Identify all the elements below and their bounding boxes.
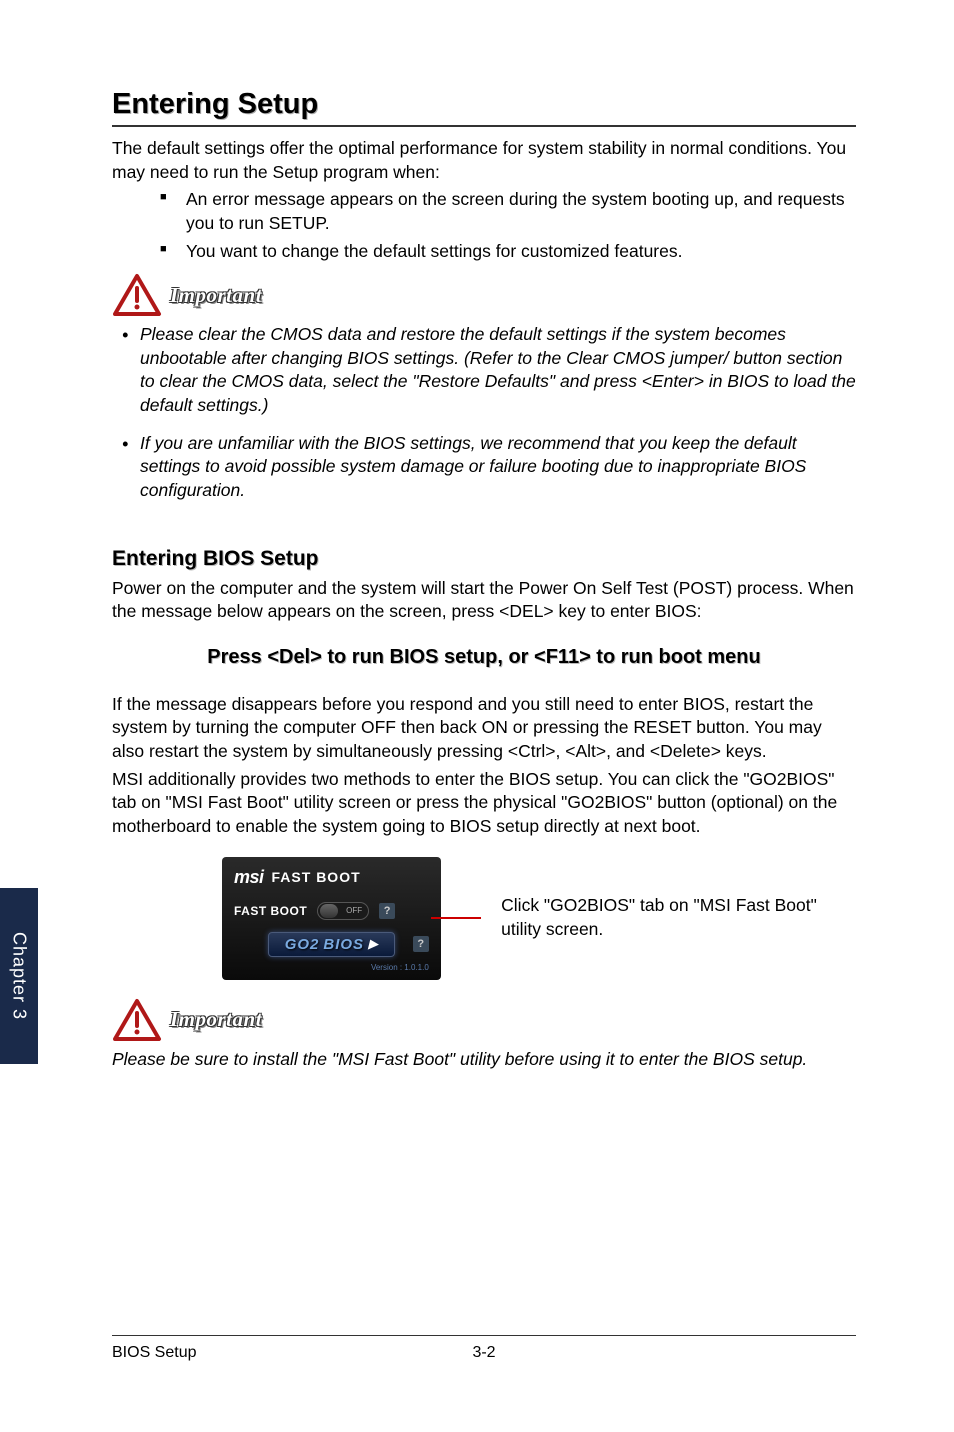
list-item: Please clear the CMOS data and restore t… — [122, 323, 856, 418]
chapter-tab: Chapter 3 — [0, 888, 38, 1064]
sub-heading: Entering BIOS Setup — [112, 547, 856, 571]
center-instruction: Press <Del> to run BIOS setup, or <F11> … — [112, 646, 856, 669]
list-item: An error message appears on the screen d… — [160, 188, 856, 235]
callout-text: Click "GO2BIOS" tab on "MSI Fast Boot" u… — [501, 894, 856, 941]
body-paragraph: MSI additionally provides two methods to… — [112, 768, 856, 839]
warning-icon — [112, 273, 162, 317]
page-number: 3-2 — [472, 1344, 495, 1362]
important-block-2: Important Please be sure to install the … — [112, 998, 856, 1072]
important-bullets: Please clear the CMOS data and restore t… — [112, 323, 856, 502]
chapter-label: Chapter 3 — [9, 932, 30, 1020]
go2bios-button[interactable]: GO2 BIOS ▶ — [268, 932, 395, 957]
go2bios-label-suffix: BIOS — [323, 936, 364, 953]
intro-bullets: An error message appears on the screen d… — [112, 188, 856, 263]
important-label: Important — [170, 1007, 262, 1032]
important-label: Important — [170, 283, 262, 308]
help-icon[interactable]: ? — [379, 903, 395, 919]
help-icon[interactable]: ? — [413, 936, 429, 952]
body-paragraph: Power on the computer and the system wil… — [112, 577, 856, 624]
footer-left: BIOS Setup — [112, 1344, 197, 1362]
body-paragraph: If the message disappears before you res… — [112, 693, 856, 764]
toggle-knob — [320, 904, 338, 918]
page-footer: BIOS Setup 3-2 — [112, 1335, 856, 1362]
fastboot-toggle[interactable]: OFF — [317, 902, 369, 920]
arrow-icon: ▶ — [368, 936, 378, 952]
main-heading: Entering Setup — [112, 88, 856, 127]
important-block-1: Important Please clear the CMOS data and… — [112, 273, 856, 502]
fastboot-row-label: FAST BOOT — [234, 904, 307, 918]
go2bios-label-prefix: GO2 — [285, 936, 320, 953]
list-item: If you are unfamiliar with the BIOS sett… — [122, 432, 856, 503]
warning-icon — [112, 998, 162, 1042]
important-note: Please be sure to install the "MSI Fast … — [112, 1048, 856, 1072]
fastboot-panel: msi FAST BOOT FAST BOOT OFF ? GO2 BIOS ▶… — [222, 857, 441, 980]
fastboot-title: FAST BOOT — [272, 869, 361, 885]
version-label: Version : 1.0.1.0 — [234, 963, 429, 972]
intro-paragraph: The default settings offer the optimal p… — [112, 137, 856, 184]
callout-line — [431, 917, 481, 919]
toggle-state: OFF — [346, 906, 362, 915]
msi-logo: msi — [234, 867, 264, 888]
fastboot-figure: msi FAST BOOT FAST BOOT OFF ? GO2 BIOS ▶… — [222, 857, 856, 980]
list-item: You want to change the default settings … — [160, 240, 856, 264]
